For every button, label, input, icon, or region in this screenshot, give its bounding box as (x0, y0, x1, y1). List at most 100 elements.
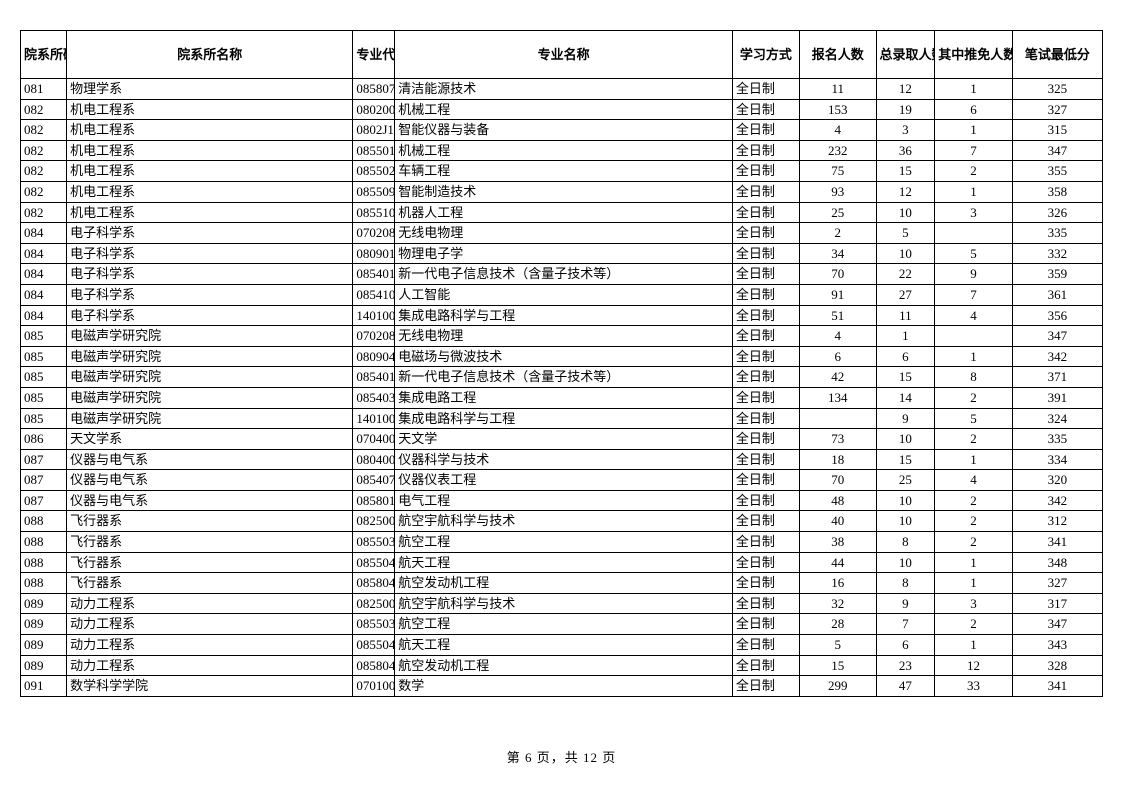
cell: 080904 (353, 346, 395, 367)
cell: 082500 (353, 593, 395, 614)
cell: 电子科学系 (67, 284, 353, 305)
cell: 51 (799, 305, 876, 326)
cell: 085 (21, 326, 67, 347)
cell: 10 (876, 511, 935, 532)
cell: 0802J1 (353, 120, 395, 141)
cell: 电子科学系 (67, 223, 353, 244)
cell: 16 (799, 573, 876, 594)
cell: 全日制 (732, 552, 799, 573)
cell: 6 (876, 635, 935, 656)
col-major-code: 专业代码 (353, 31, 395, 79)
cell: 082 (21, 202, 67, 223)
cell: 全日制 (732, 532, 799, 553)
cell: 085801 (353, 490, 395, 511)
cell: 27 (876, 284, 935, 305)
cell: 1 (935, 346, 1013, 367)
cell: 1 (935, 120, 1013, 141)
cell: 全日制 (732, 181, 799, 202)
cell: 341 (1012, 532, 1102, 553)
cell: 082 (21, 161, 67, 182)
cell: 70 (799, 264, 876, 285)
cell: 082 (21, 181, 67, 202)
cell: 089 (21, 655, 67, 676)
cell (799, 408, 876, 429)
cell: 全日制 (732, 202, 799, 223)
cell: 全日制 (732, 305, 799, 326)
cell: 1 (935, 449, 1013, 470)
cell: 070208 (353, 223, 395, 244)
cell: 140100 (353, 408, 395, 429)
cell: 317 (1012, 593, 1102, 614)
cell: 085410 (353, 284, 395, 305)
cell: 085503 (353, 614, 395, 635)
cell: 全日制 (732, 470, 799, 491)
cell: 085504 (353, 635, 395, 656)
cell: 299 (799, 676, 876, 697)
cell: 10 (876, 202, 935, 223)
cell: 085 (21, 367, 67, 388)
cell: 085510 (353, 202, 395, 223)
cell: 动力工程系 (67, 635, 353, 656)
cell: 集成电路科学与工程 (395, 305, 733, 326)
cell: 电子科学系 (67, 243, 353, 264)
cell: 全日制 (732, 655, 799, 676)
cell: 084 (21, 243, 67, 264)
col-major-name: 专业名称 (395, 31, 733, 79)
table-row: 087仪器与电气系085801电气工程全日制48102342 (21, 490, 1103, 511)
cell: 电磁场与微波技术 (395, 346, 733, 367)
cell: 动力工程系 (67, 593, 353, 614)
cell: 飞行器系 (67, 573, 353, 594)
cell: 4 (935, 470, 1013, 491)
cell: 089 (21, 593, 67, 614)
table-row: 084电子科学系080901物理电子学全日制34105332 (21, 243, 1103, 264)
cell: 机械工程 (395, 99, 733, 120)
cell: 088 (21, 573, 67, 594)
cell: 机电工程系 (67, 99, 353, 120)
cell: 082500 (353, 511, 395, 532)
cell: 19 (876, 99, 935, 120)
cell: 航空发动机工程 (395, 573, 733, 594)
cell: 348 (1012, 552, 1102, 573)
cell: 15 (876, 449, 935, 470)
cell: 371 (1012, 367, 1102, 388)
cell: 18 (799, 449, 876, 470)
table-row: 088飞行器系085804航空发动机工程全日制1681327 (21, 573, 1103, 594)
cell: 315 (1012, 120, 1102, 141)
table-row: 086天文学系070400天文学全日制73102335 (21, 429, 1103, 450)
page-indicator: 第 6 页，共 12 页 (0, 747, 1123, 766)
cell: 10 (876, 243, 935, 264)
cell: 航空宇航科学与技术 (395, 593, 733, 614)
cell: 44 (799, 552, 876, 573)
cell: 312 (1012, 511, 1102, 532)
admissions-table: 院系所码 院系所名称 专业代码 专业名称 学习方式 报名人数 总录取人数 其中推… (20, 30, 1103, 697)
col-min-score: 笔试最低分 (1012, 31, 1102, 79)
table-row: 089动力工程系085503航空工程全日制2872347 (21, 614, 1103, 635)
cell: 5 (935, 408, 1013, 429)
cell: 集成电路工程 (395, 387, 733, 408)
table-row: 089动力工程系082500航空宇航科学与技术全日制3293317 (21, 593, 1103, 614)
col-applicants: 报名人数 (799, 31, 876, 79)
cell: 9 (876, 593, 935, 614)
cell: 无线电物理 (395, 223, 733, 244)
cell: 335 (1012, 223, 1102, 244)
cell: 仪器与电气系 (67, 470, 353, 491)
cell: 全日制 (732, 429, 799, 450)
cell: 物理学系 (67, 79, 353, 100)
cell: 机电工程系 (67, 120, 353, 141)
cell: 089 (21, 635, 67, 656)
cell: 342 (1012, 346, 1102, 367)
cell: 082 (21, 99, 67, 120)
cell: 2 (935, 387, 1013, 408)
cell: 智能仪器与装备 (395, 120, 733, 141)
cell: 10 (876, 552, 935, 573)
cell: 电磁声学研究院 (67, 387, 353, 408)
cell: 085503 (353, 532, 395, 553)
cell: 5 (799, 635, 876, 656)
cell: 12 (876, 79, 935, 100)
table-row: 082机电工程系085502车辆工程全日制75152355 (21, 161, 1103, 182)
cell: 电磁声学研究院 (67, 346, 353, 367)
cell: 328 (1012, 655, 1102, 676)
cell: 343 (1012, 635, 1102, 656)
cell: 全日制 (732, 614, 799, 635)
cell: 070100 (353, 676, 395, 697)
